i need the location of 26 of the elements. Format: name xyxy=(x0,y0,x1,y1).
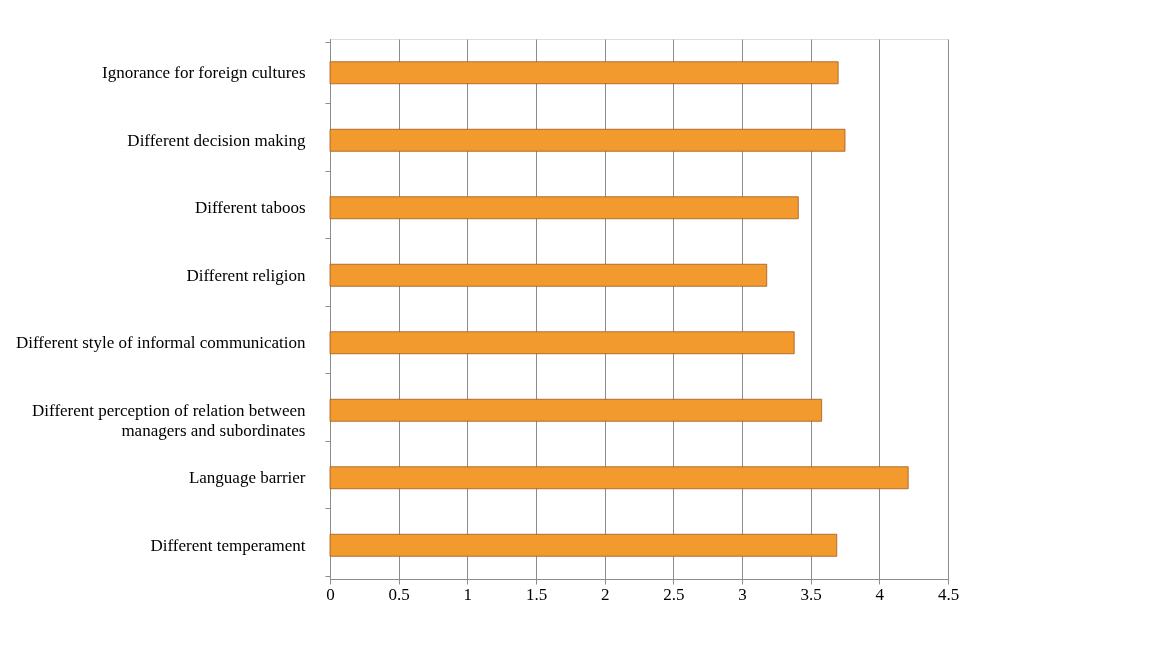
y-tick-label: Ignorance for foreign cultures xyxy=(102,63,306,83)
bar xyxy=(329,533,838,557)
x-tick-label: 4.5 xyxy=(937,584,960,604)
x-tick-label: 2.5 xyxy=(663,584,685,604)
x-tick-label: 1 xyxy=(463,584,473,604)
y-tick-label: Different perception of relation between managers and subordinates xyxy=(32,400,306,440)
y-tick-label: Different style of informal communication xyxy=(15,333,306,353)
bar xyxy=(329,196,799,220)
x-tick-label: 0 xyxy=(326,584,335,604)
x-tick-label: 3.5 xyxy=(800,584,822,604)
bar xyxy=(329,398,823,422)
y-tick-label: Different decision making xyxy=(127,130,306,150)
y-tick-label: Different religion xyxy=(186,265,306,285)
y-tick-label: Language barrier xyxy=(188,468,306,488)
x-tick-label: 0.5 xyxy=(388,584,410,604)
bar xyxy=(329,263,768,287)
x-tick-label: 2 xyxy=(600,584,610,604)
x-tick-label: 1.5 xyxy=(525,584,548,604)
y-tick-label: Different taboos xyxy=(194,198,306,218)
x-tick-label: 3 xyxy=(738,584,747,604)
bar xyxy=(329,128,846,152)
bar xyxy=(329,466,909,490)
x-tick-label: 4 xyxy=(875,584,885,604)
bar xyxy=(329,331,795,355)
bar xyxy=(329,61,839,85)
y-tick-label: Different temperament xyxy=(150,535,306,555)
